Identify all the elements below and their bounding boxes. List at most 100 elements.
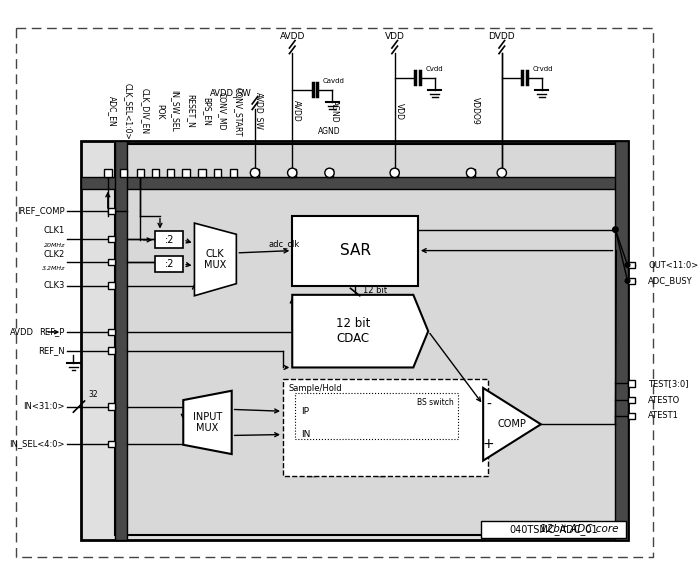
- Bar: [292, 216, 418, 285]
- Text: IN_SW_SEL: IN_SW_SEL: [170, 91, 179, 132]
- Circle shape: [390, 168, 399, 177]
- Text: AVDD: AVDD: [279, 32, 305, 42]
- Bar: [108, 282, 115, 289]
- Text: 040TSMC_ADC_01: 040TSMC_ADC_01: [509, 524, 598, 535]
- Polygon shape: [183, 391, 232, 454]
- Text: CLK3: CLK3: [43, 281, 65, 290]
- Text: DVDD: DVDD: [489, 32, 515, 42]
- Bar: [182, 169, 190, 177]
- Text: Cvdd: Cvdd: [426, 66, 443, 71]
- Polygon shape: [292, 295, 428, 367]
- Text: REF_P: REF_P: [40, 328, 65, 336]
- Bar: [326, 169, 333, 177]
- Circle shape: [466, 168, 476, 177]
- Text: 12 bit: 12 bit: [363, 285, 386, 295]
- Bar: [108, 236, 115, 242]
- Bar: [628, 278, 634, 284]
- Bar: [108, 403, 115, 410]
- Text: 20MHz: 20MHz: [43, 243, 65, 247]
- Bar: [116, 141, 127, 540]
- Bar: [251, 169, 259, 177]
- Text: AVDD: AVDD: [292, 101, 301, 122]
- Text: POK: POK: [155, 104, 164, 119]
- Bar: [482, 521, 626, 538]
- Bar: [295, 393, 458, 439]
- Text: AGND: AGND: [330, 100, 339, 123]
- Bar: [283, 378, 488, 476]
- Text: Crvdd: Crvdd: [533, 66, 553, 71]
- Text: ATEST1: ATEST1: [648, 411, 679, 421]
- Circle shape: [497, 168, 506, 177]
- Bar: [167, 169, 174, 177]
- Text: COMP: COMP: [498, 419, 526, 429]
- Text: CONV_MD: CONV_MD: [218, 92, 227, 130]
- Text: OUT<11:0>: OUT<11:0>: [648, 260, 699, 270]
- Text: BPS_EN: BPS_EN: [202, 97, 211, 126]
- Text: ATESTO: ATESTO: [648, 395, 680, 405]
- Bar: [116, 144, 618, 535]
- Text: CLK_DIV_EN: CLK_DIV_EN: [141, 88, 149, 135]
- Bar: [80, 141, 627, 540]
- Bar: [155, 256, 183, 273]
- Text: IN<31:0>: IN<31:0>: [24, 402, 65, 411]
- Bar: [108, 441, 115, 447]
- Text: :2: :2: [164, 235, 174, 245]
- Text: 12bit ADC core: 12bit ADC core: [540, 524, 618, 534]
- Text: INPUT
MUX: INPUT MUX: [193, 412, 222, 433]
- Circle shape: [251, 168, 260, 177]
- Text: AVDD_SW: AVDD_SW: [255, 92, 264, 130]
- Text: adc_clk: adc_clk: [269, 239, 300, 248]
- Text: BS switch: BS switch: [416, 398, 454, 407]
- Bar: [628, 261, 634, 269]
- Bar: [628, 412, 634, 419]
- Text: -: -: [486, 398, 491, 412]
- Bar: [628, 380, 634, 387]
- Text: VDDO9: VDDO9: [471, 98, 480, 125]
- Bar: [120, 169, 127, 177]
- Bar: [468, 169, 475, 177]
- Bar: [391, 169, 398, 177]
- Text: 3.2MHz: 3.2MHz: [41, 266, 65, 271]
- Bar: [628, 397, 634, 403]
- Text: CLK2: CLK2: [43, 250, 65, 259]
- Circle shape: [625, 278, 630, 283]
- Text: +: +: [483, 437, 495, 451]
- Text: ADC_EN: ADC_EN: [108, 96, 117, 127]
- Text: 12 bit
CDAC: 12 bit CDAC: [335, 317, 370, 345]
- Circle shape: [325, 168, 334, 177]
- Bar: [214, 169, 221, 177]
- Text: Cavdd: Cavdd: [323, 78, 345, 84]
- Text: IN_SEL<4:0>: IN_SEL<4:0>: [10, 439, 65, 448]
- Text: IREF_COMP: IREF_COMP: [18, 207, 65, 215]
- Bar: [230, 169, 237, 177]
- Text: SAR: SAR: [340, 243, 370, 258]
- Bar: [288, 169, 296, 177]
- Bar: [108, 208, 115, 214]
- Bar: [136, 169, 144, 177]
- Text: VDD: VDD: [395, 103, 404, 120]
- Text: IP: IP: [302, 407, 309, 416]
- Text: CLK
MUX: CLK MUX: [204, 249, 226, 270]
- Bar: [108, 347, 115, 354]
- Bar: [104, 169, 111, 177]
- Bar: [615, 141, 627, 540]
- Polygon shape: [483, 388, 541, 460]
- Text: TEST[3:0]: TEST[3:0]: [648, 379, 689, 388]
- Text: Sample/Hold: Sample/Hold: [288, 384, 342, 393]
- Text: :2: :2: [164, 259, 174, 269]
- Text: AGND: AGND: [318, 128, 341, 136]
- Text: AVDD_SW: AVDD_SW: [211, 88, 252, 97]
- Circle shape: [612, 227, 618, 232]
- Text: IN: IN: [302, 430, 311, 439]
- Circle shape: [288, 168, 297, 177]
- Text: VDD: VDD: [385, 32, 405, 42]
- Text: RESET_N: RESET_N: [186, 94, 195, 128]
- Bar: [108, 329, 115, 335]
- Text: ADC_BUSY: ADC_BUSY: [648, 276, 692, 285]
- Bar: [80, 177, 627, 188]
- Text: CLK_SEL<1:0>: CLK_SEL<1:0>: [124, 83, 133, 140]
- Bar: [108, 259, 115, 266]
- Text: 32: 32: [88, 390, 98, 399]
- Polygon shape: [195, 223, 237, 296]
- Text: CLK1: CLK1: [43, 226, 65, 235]
